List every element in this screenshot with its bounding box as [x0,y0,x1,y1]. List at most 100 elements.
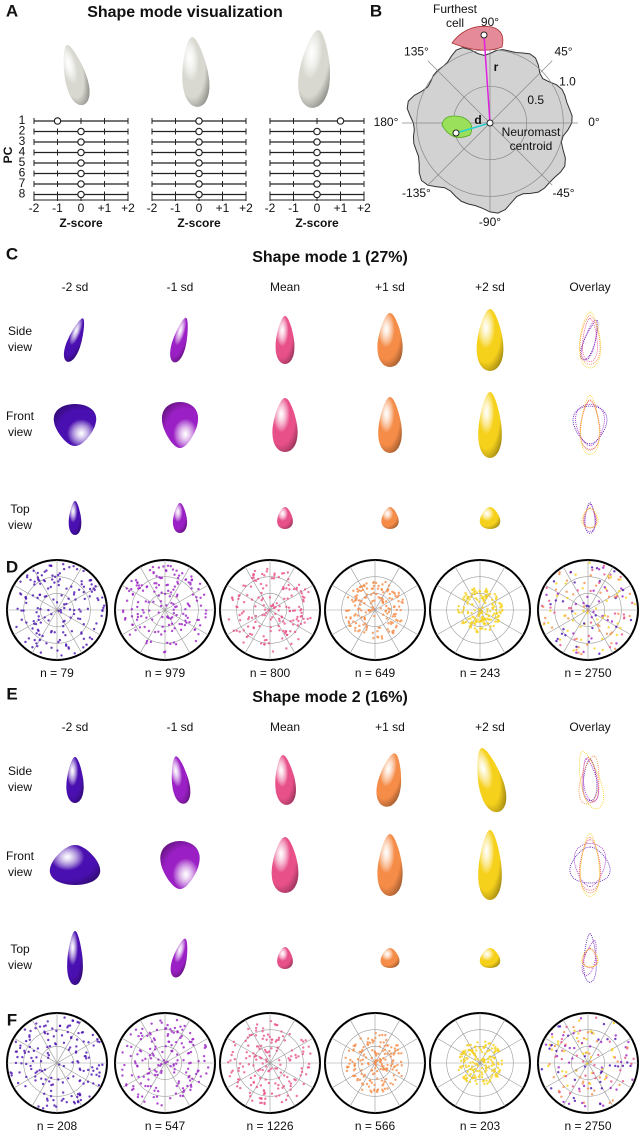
dot [496,616,499,619]
dot [175,1018,179,1022]
dot [371,1049,374,1052]
dot [382,1041,385,1044]
dot [289,1055,293,1058]
dot [466,610,470,614]
dot [36,578,40,581]
dot [238,630,241,633]
dot [582,650,585,654]
dot [617,612,620,616]
dot [52,598,55,601]
dot [361,585,364,588]
dot [613,647,617,651]
dot [70,1094,73,1098]
dot [474,1057,477,1061]
dot [29,1029,32,1033]
dot [621,1080,625,1083]
angle-label: 135° [404,44,429,58]
dot [102,606,105,610]
dot [172,588,175,591]
dot [385,604,388,608]
dot [184,1071,188,1074]
dot [483,1070,487,1074]
shape-shade [377,313,403,367]
dot [151,565,155,569]
dot [245,1051,248,1054]
angle-grid [489,60,553,124]
dot [356,590,359,593]
dot [354,626,357,630]
dot [177,1080,181,1083]
radial-tick-label: 1.0 [559,75,576,89]
dot [130,1074,134,1077]
dot [597,1053,600,1057]
dot [249,585,253,588]
dot [39,621,42,624]
dot [230,1071,233,1074]
dot [24,640,27,644]
dot [459,1052,463,1056]
dot [484,1067,488,1070]
dot [362,1053,366,1056]
dot [362,623,365,626]
dot [69,1036,73,1040]
dot [487,1042,490,1045]
dot [101,609,104,613]
dot [86,1080,90,1083]
dot [578,1029,582,1032]
dot [285,647,288,650]
shape-shade [381,507,399,529]
dot [41,634,44,638]
dot [263,614,267,617]
dot [371,587,375,590]
dot [136,615,140,619]
dot [21,1055,24,1059]
dot [567,617,570,620]
dot [385,1069,388,1072]
dot [167,616,170,620]
x-tick-label: +1 [216,201,230,215]
dot [501,608,504,612]
dot [349,624,352,628]
dot [273,572,276,575]
polar-grid [331,584,419,636]
dot [187,581,190,584]
dot [554,599,558,602]
dot [166,641,169,645]
dot [68,1046,72,1049]
dot [267,1081,271,1085]
dot [386,1052,389,1056]
dot [457,1068,460,1072]
dot [307,1045,310,1048]
overlay-outline [580,320,599,361]
dot [245,635,248,639]
dot [153,1048,157,1051]
dot [381,1049,385,1053]
dot [377,584,380,588]
dot [64,644,68,647]
dot [599,1040,603,1044]
dot [372,608,375,611]
dot [381,1088,384,1091]
dot [97,1084,101,1087]
dot [154,1086,158,1090]
dot [614,1037,617,1041]
dot [571,610,574,613]
dot [584,1074,587,1077]
dot [45,1104,49,1107]
dot [352,1074,356,1078]
dot [70,630,74,633]
dot [265,584,268,587]
dot [278,619,281,623]
dot [172,612,176,615]
dot [486,1060,490,1064]
z-marker [77,148,85,157]
dot [277,617,281,621]
dot [392,631,395,635]
dot [365,593,369,596]
dot [601,616,604,619]
dot [246,625,250,628]
dot [353,629,357,632]
dot [62,1041,66,1045]
dot [174,1092,178,1095]
dot [179,1036,182,1040]
